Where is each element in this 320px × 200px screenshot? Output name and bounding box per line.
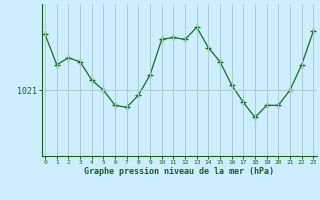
X-axis label: Graphe pression niveau de la mer (hPa): Graphe pression niveau de la mer (hPa) [84,167,274,176]
